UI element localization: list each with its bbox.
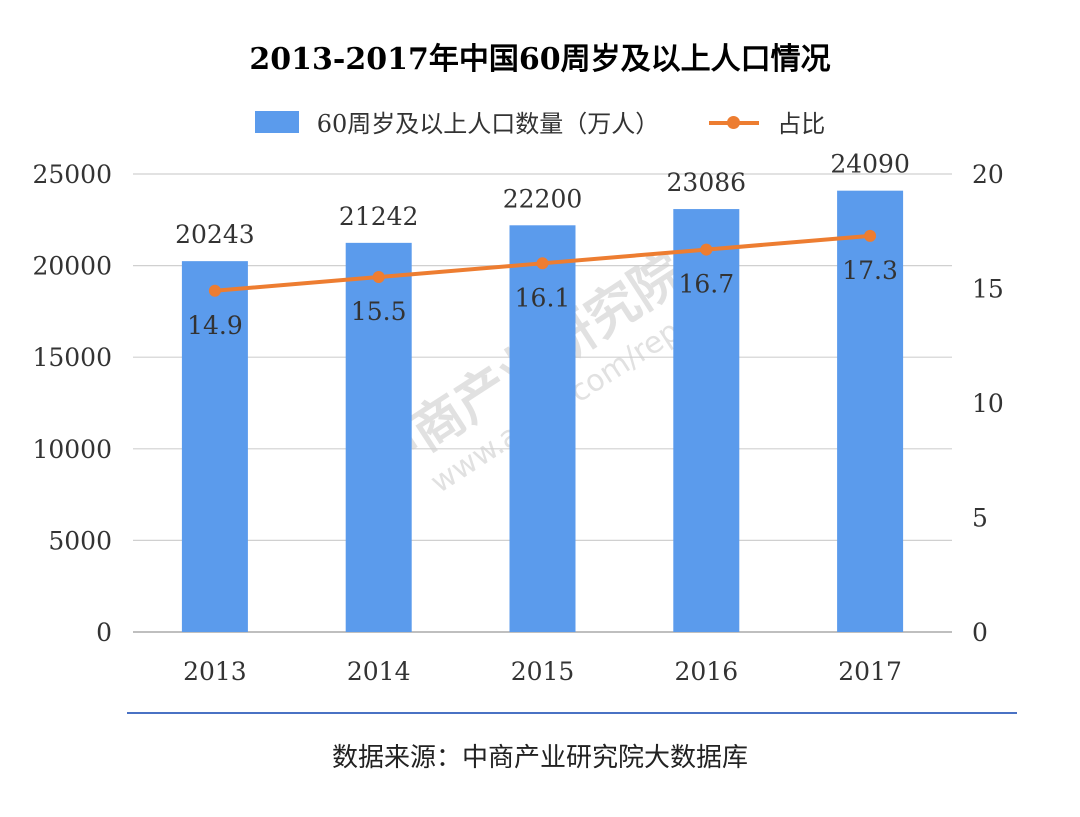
line-point bbox=[208, 284, 221, 297]
x-tick-label: 2017 bbox=[838, 657, 902, 686]
legend-swatch-line bbox=[709, 111, 760, 133]
legend: 60周岁及以上人口数量（万人） 占比 bbox=[0, 104, 1080, 139]
y-right-tick-label: 10 bbox=[972, 389, 1004, 418]
y-left-tick-label: 0 bbox=[96, 618, 112, 647]
bar bbox=[673, 209, 740, 632]
y-left-tick-label: 25000 bbox=[32, 160, 112, 189]
x-tick-label: 2014 bbox=[347, 657, 411, 686]
line-point bbox=[536, 257, 549, 270]
bar bbox=[345, 242, 412, 632]
chart-title: 2013-2017年中国60周岁及以上人口情况 bbox=[249, 42, 831, 77]
line-point bbox=[864, 229, 877, 242]
source-divider bbox=[127, 712, 1017, 714]
line-data-label: 17.3 bbox=[842, 256, 898, 285]
x-tick-label: 2013 bbox=[183, 657, 247, 686]
legend-label-line: 占比 bbox=[777, 110, 826, 138]
source-note: 数据来源：中商产业研究院大数据库 bbox=[331, 743, 748, 773]
bar bbox=[837, 190, 904, 632]
line-point bbox=[372, 271, 385, 284]
y-right-tick-label: 5 bbox=[972, 504, 988, 533]
y-right-tick-label: 15 bbox=[972, 275, 1004, 304]
line-data-label: 16.1 bbox=[515, 283, 571, 312]
line-point bbox=[700, 243, 713, 256]
bar bbox=[181, 261, 248, 632]
bar bbox=[509, 225, 576, 632]
line-data-label: 14.9 bbox=[187, 311, 243, 340]
bar-data-label: 20243 bbox=[175, 220, 255, 249]
legend-label-bar: 60周岁及以上人口数量（万人） bbox=[316, 110, 660, 138]
y-left-tick-label: 10000 bbox=[32, 435, 112, 464]
y-right-tick-label: 0 bbox=[972, 618, 988, 647]
y-left-tick-label: 5000 bbox=[48, 526, 112, 555]
line-data-label: 16.7 bbox=[678, 270, 734, 299]
bar-data-label: 21242 bbox=[339, 202, 419, 231]
y-right-tick-label: 20 bbox=[972, 160, 1004, 189]
legend-swatch-bar bbox=[254, 110, 299, 133]
y-left-tick-label: 15000 bbox=[32, 343, 112, 372]
x-tick-label: 2016 bbox=[674, 657, 738, 686]
bar-data-label: 23086 bbox=[667, 168, 747, 197]
bar-data-label: 22200 bbox=[503, 184, 583, 213]
bar-data-label: 24090 bbox=[830, 150, 910, 179]
line-data-label: 15.5 bbox=[351, 297, 407, 326]
y-left-tick-label: 20000 bbox=[32, 252, 112, 281]
x-tick-label: 2015 bbox=[511, 657, 575, 686]
